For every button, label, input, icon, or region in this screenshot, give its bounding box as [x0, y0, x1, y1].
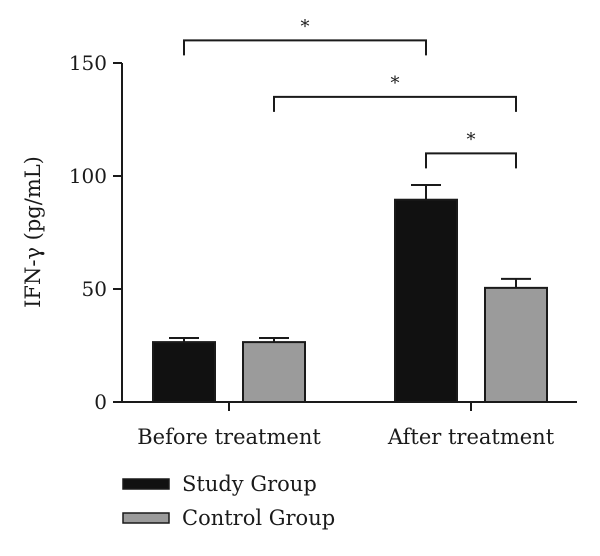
- bar: [394, 198, 458, 403]
- bar: [484, 286, 548, 403]
- legend-swatch: [122, 478, 170, 490]
- legend-swatch: [122, 512, 170, 524]
- bar: [152, 341, 216, 403]
- legend-label: Study Group: [182, 472, 317, 496]
- significance-bracket: [183, 39, 427, 56]
- significance-bracket: [273, 95, 517, 112]
- significance-label: *: [301, 16, 310, 37]
- legend: Study Group Control Group: [122, 472, 335, 530]
- bar: [242, 341, 306, 403]
- y-axis-label: IFN-γ (pg/mL): [21, 156, 45, 308]
- significance-brackets: * * *: [183, 16, 517, 169]
- y-tick-label: 150: [69, 51, 107, 75]
- significance-label: *: [391, 73, 400, 94]
- y-tick-label: 50: [82, 277, 107, 301]
- y-tick-label: 0: [94, 390, 107, 414]
- legend-label: Control Group: [182, 506, 335, 530]
- bars: [152, 184, 548, 403]
- significance-bracket: [425, 152, 517, 169]
- y-tick-label: 100: [69, 164, 107, 188]
- significance-label: *: [467, 129, 476, 150]
- x-tick-label: Before treatment: [137, 425, 321, 449]
- axes: 0 50 100 150 Before treatment After treatment: [69, 51, 577, 449]
- x-tick-label: After treatment: [387, 425, 555, 449]
